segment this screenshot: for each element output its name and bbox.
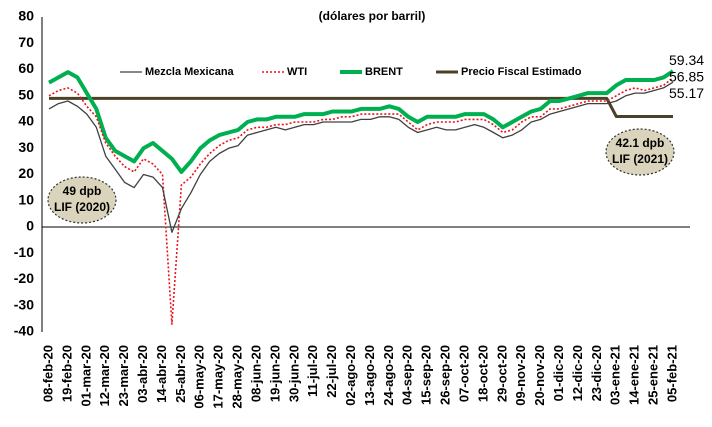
y-tick-label: 10: [18, 191, 34, 207]
x-tick-label: 09-nov-20: [513, 345, 528, 406]
series-line: [48, 69, 675, 174]
x-tick-label: 06-may-20: [192, 345, 207, 409]
x-tick-label: 28-may-20: [230, 345, 245, 409]
end-value-label: 59.34: [669, 52, 704, 68]
x-tick-label: 20-nov-20: [532, 345, 547, 406]
end-value-label: 55.17: [669, 85, 704, 101]
y-tick-label: 70: [18, 34, 34, 50]
x-tick-label: 18-oct-20: [475, 345, 490, 402]
x-tick-label: 08-feb-20: [40, 345, 55, 402]
x-tick-label: 19-feb-20: [59, 345, 74, 402]
y-tick-label: -40: [14, 323, 34, 339]
legend-label: BRENT: [365, 66, 403, 78]
x-tick-label: 19-jun-20: [267, 345, 282, 402]
x-tick-label: 02-ago-20: [343, 345, 358, 406]
annotation-bubble: [605, 128, 675, 176]
x-tick-label: 24-ago-20: [381, 345, 396, 406]
legend-label: Precio Fiscal Estimado: [461, 66, 582, 78]
x-tick-label: 03-abr-20: [135, 345, 150, 403]
x-tick-label: 23-mar-20: [116, 345, 131, 406]
x-tick-label: 08-jun-20: [248, 345, 263, 402]
legend-label: WTI: [287, 66, 307, 78]
x-tick-label: 01-mar-20: [78, 345, 93, 406]
annotation-text: 42.1 dpb: [616, 136, 665, 150]
x-tick-label: 05-feb-21: [664, 345, 679, 402]
x-tick-label: 03-ene-21: [608, 345, 623, 405]
x-tick-label: 01-dic-20: [551, 345, 566, 401]
y-tick-label: 20: [18, 165, 34, 181]
x-tick-label: 25-ene-21: [646, 345, 661, 405]
x-tick-label: 12-mar-20: [97, 345, 112, 406]
x-tick-label: 13-ago-20: [362, 345, 377, 406]
y-tick-label: -20: [14, 270, 34, 286]
x-tick-label: 07-oct-20: [456, 345, 471, 402]
annotation-text: LIF (2021): [612, 152, 668, 166]
annotation-text: 49 dpb: [63, 184, 102, 198]
annotation-text: LIF (2020): [54, 200, 110, 214]
x-tick-label: 12-dic-20: [570, 345, 585, 401]
y-tick-label: 0: [26, 218, 34, 234]
x-tick-label: 22-jul-20: [324, 345, 339, 398]
x-tick-label: 26-sep-20: [438, 345, 453, 405]
y-tick-label: -10: [14, 244, 34, 260]
chart-subtitle: (dólares por barril): [319, 9, 426, 23]
y-tick-label: 80: [18, 8, 34, 24]
end-value-label: 56.85: [669, 68, 704, 84]
x-tick-label: 25-abr-20: [173, 345, 188, 403]
legend-label: Mezcla Mexicana: [145, 66, 235, 78]
series-line: [48, 81, 674, 233]
x-tick-label: 23-dic-20: [589, 345, 604, 401]
y-tick-label: 40: [18, 113, 34, 129]
x-tick-label: 30-jun-20: [286, 345, 301, 402]
x-tick-label: 11-jul-20: [305, 345, 320, 397]
x-tick-label: 17-may-20: [211, 345, 226, 409]
series-line: [48, 77, 674, 325]
annotation-bubble: [47, 176, 117, 224]
x-tick-label: 14-abr-20: [154, 345, 169, 403]
y-tick-label: 30: [18, 139, 34, 155]
x-tick-label: 29-oct-20: [494, 345, 509, 402]
x-tick-label: 14-ene-21: [627, 345, 642, 405]
y-tick-label: 60: [18, 60, 34, 76]
y-tick-label: 50: [18, 86, 34, 102]
y-tick-label: -30: [14, 296, 34, 312]
x-tick-label: 04-sep-20: [400, 345, 415, 405]
x-tick-label: 15-sep-20: [419, 345, 434, 405]
